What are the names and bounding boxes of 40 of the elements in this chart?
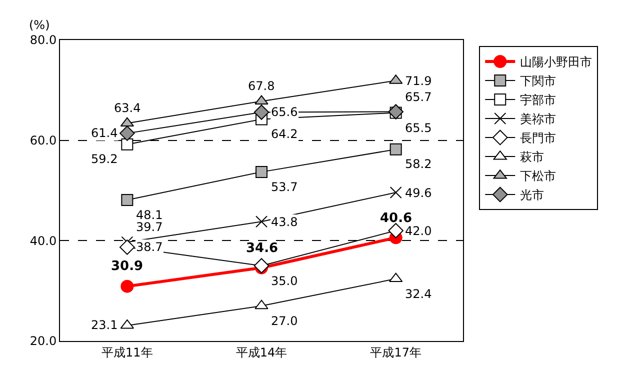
data-label: 65.6	[271, 105, 298, 119]
legend-label: 美祢市	[520, 112, 556, 126]
data-label: 49.6	[405, 186, 432, 200]
data-label: 32.4	[405, 287, 432, 301]
data-label: 59.2	[91, 152, 118, 166]
legend-label: 山陽小野田市	[520, 55, 592, 70]
data-label: 64.2	[271, 127, 298, 141]
data-label: 43.8	[271, 215, 298, 229]
data-label: 58.2	[405, 157, 432, 171]
y-tick-label: 80.0	[30, 33, 57, 48]
y-tick-label: 60.0	[30, 134, 57, 148]
data-label: 40.6	[380, 211, 412, 226]
data-label: 30.9	[111, 259, 144, 274]
y-tick-label: 20.0	[30, 334, 57, 348]
legend-label: 宇部市	[520, 93, 556, 108]
data-label: 61.4	[91, 126, 118, 140]
data-label: 71.9	[405, 74, 432, 88]
data-label: 48.1	[136, 208, 163, 222]
data-label: 42.0	[405, 224, 432, 238]
y-axis-title: (%)	[29, 18, 50, 32]
data-label: 23.1	[91, 318, 118, 332]
legend-label: 長門市	[520, 131, 556, 146]
data-label: 27.0	[271, 314, 298, 328]
data-label: 53.7	[271, 180, 298, 194]
y-tick-label: 40.0	[30, 234, 57, 248]
legend-label: 萩市	[520, 150, 544, 164]
x-tick-label: 平成11年	[102, 345, 153, 360]
data-label: 63.4	[114, 101, 141, 115]
data-label: 35.0	[271, 274, 298, 288]
data-label: 67.8	[248, 79, 275, 93]
data-label: 65.5	[405, 121, 432, 135]
legend-label: 光市	[520, 188, 544, 202]
data-label: 34.6	[246, 241, 278, 256]
legend-label: 下関市	[520, 74, 556, 88]
x-tick-label: 平成14年	[236, 345, 288, 360]
x-tick-label: 平成17年	[370, 345, 422, 360]
data-label: 39.7	[136, 220, 163, 234]
legend-label: 下松市	[520, 169, 556, 184]
data-label: 65.7	[405, 90, 432, 104]
data-label: 38.7	[136, 240, 163, 254]
